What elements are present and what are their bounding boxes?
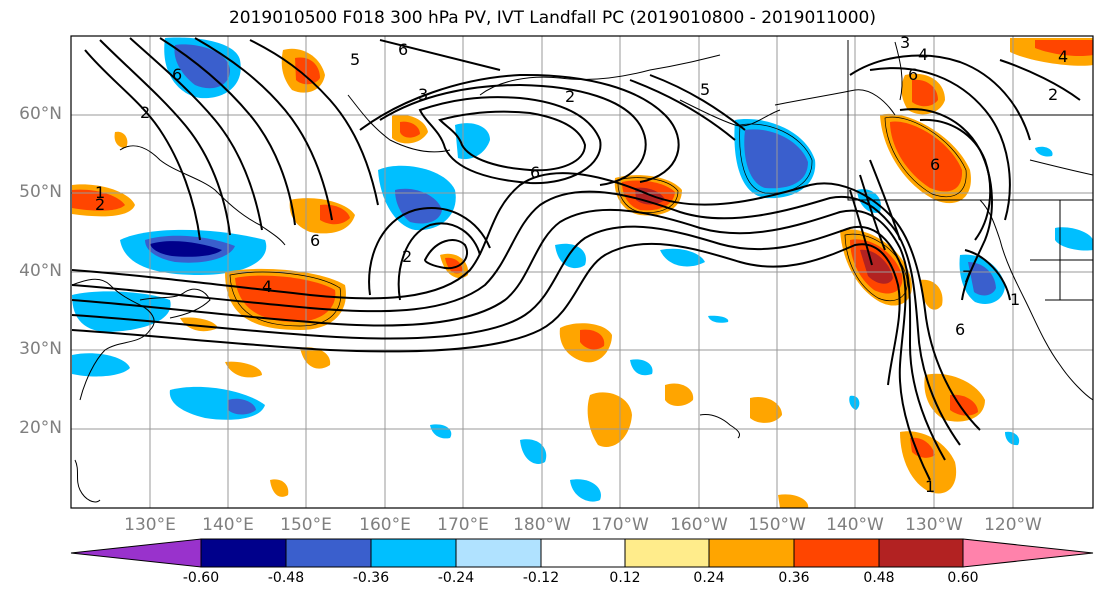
lat-label: 20°N	[19, 418, 62, 438]
lat-label: 50°N	[19, 182, 62, 202]
colorbar-tick-label: 0.12	[609, 570, 641, 586]
colorbar-segment	[540, 538, 626, 568]
contour-label: 2	[565, 87, 575, 106]
colorbar-tick-label: 0.48	[863, 570, 895, 586]
colorbar-segment	[285, 538, 372, 568]
contour-label: 2	[140, 103, 150, 122]
contour-label: 2	[402, 247, 412, 266]
coastlines	[71, 40, 1093, 503]
contour-label: 4	[1058, 47, 1068, 66]
colorbar-segment	[793, 538, 880, 568]
colorbar-segment	[200, 538, 287, 568]
colorbar	[70, 538, 1094, 568]
colorbar-segment	[878, 538, 964, 568]
contour-label: 5	[350, 50, 360, 69]
colorbar-tick-label: -0.12	[522, 570, 560, 586]
contour-label: 6	[908, 65, 918, 84]
lon-label: 180°W	[513, 515, 571, 535]
lon-label: 140°W	[826, 515, 884, 535]
colorbar-tick-label: -0.48	[267, 570, 305, 586]
contour-label: 2	[95, 195, 105, 214]
colorbar-tick-label: -0.60	[182, 570, 220, 586]
lon-label: 160°E	[359, 515, 411, 535]
contour-label: 6	[930, 155, 940, 174]
contour-label: 6	[172, 65, 182, 84]
shading-outlines	[229, 116, 967, 327]
lon-label: 170°W	[591, 515, 649, 535]
lat-label: 60°N	[19, 104, 62, 124]
map-frame	[70, 35, 1094, 509]
contour-label: 6	[310, 231, 320, 250]
colorbar-segment	[624, 538, 710, 568]
map-title: 2019010500 F018 300 hPa PV, IVT Landfall…	[228, 8, 876, 28]
contour-labels: 6 5 6 2 6 4 3 5 2 6 1 2 6 4 2 6 1 6 7 1 …	[95, 33, 1068, 496]
contour-label: 1	[925, 477, 935, 496]
lon-label: 140°E	[202, 515, 254, 535]
colorbar-tick-label: -0.36	[352, 570, 390, 586]
lon-label: 130°W	[905, 515, 963, 535]
contour-label: 7	[962, 267, 972, 286]
colorbar-segment	[708, 538, 795, 568]
colorbar-tick-label: 0.36	[778, 570, 810, 586]
colorbar-tick-label: 0.60	[947, 570, 979, 586]
contour-label: 1	[95, 183, 105, 202]
contour-label: 4	[262, 277, 272, 296]
lon-label: 120°W	[984, 515, 1042, 535]
contour-label: 6	[530, 163, 540, 182]
lat-label: 30°N	[19, 339, 62, 359]
contour-label: 3	[418, 85, 428, 104]
lon-label: 150°E	[280, 515, 332, 535]
contour-label: 2	[1048, 85, 1058, 104]
contour-label: 1	[1010, 290, 1020, 309]
colorbar-segment	[962, 538, 1094, 568]
colorbar-tick-label: -0.24	[437, 570, 475, 586]
contour-label: 3	[900, 33, 910, 52]
lon-label: 130°E	[124, 515, 176, 535]
colorbar-tick-label: 0.24	[693, 570, 725, 586]
contour-label: 6	[955, 320, 965, 339]
contour-label: 6	[398, 40, 408, 59]
colorbar-segment	[70, 538, 202, 568]
lon-label: 150°W	[748, 515, 806, 535]
lon-label: 160°W	[670, 515, 728, 535]
lon-label: 170°E	[437, 515, 489, 535]
lat-label: 40°N	[19, 261, 62, 281]
contour-label: 4	[918, 45, 928, 64]
ivt-contours	[71, 37, 1081, 481]
contour-label: 5	[700, 80, 710, 99]
colorbar-segment	[455, 538, 542, 568]
colorbar-segment	[370, 538, 457, 568]
